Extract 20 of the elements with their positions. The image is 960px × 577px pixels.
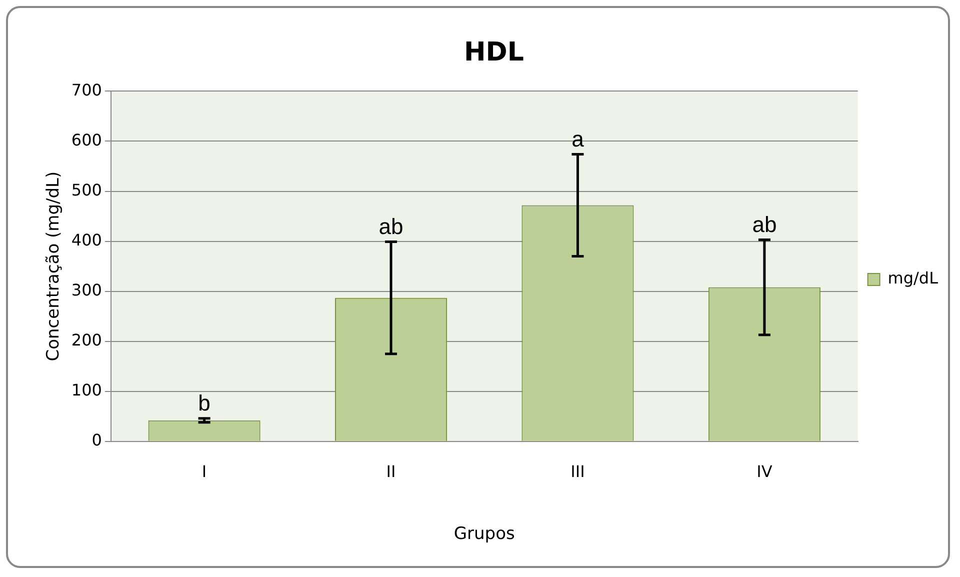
- annotation: b: [198, 390, 210, 416]
- x-tick-label: I: [202, 462, 207, 482]
- annotation: ab: [378, 214, 404, 239]
- y-tick-label: 100: [71, 380, 102, 400]
- x-tick-label: II: [386, 462, 396, 482]
- y-tick-label: 300: [71, 280, 102, 300]
- y-axis-title: Concentração (mg/dL): [44, 171, 64, 362]
- y-tick-label: 600: [71, 130, 102, 150]
- x-tick-label: III: [570, 462, 585, 482]
- legend-label: mg/dL: [888, 268, 938, 288]
- x-axis-title: Grupos: [454, 524, 515, 544]
- y-tick-label: 400: [71, 230, 102, 250]
- y-tick-label: 700: [71, 80, 102, 100]
- annotation: a: [572, 126, 585, 152]
- chart-title: HDL: [464, 37, 524, 68]
- y-tick-label: 0: [92, 430, 102, 450]
- y-tick-label: 500: [71, 180, 102, 200]
- annotation: ab: [752, 212, 777, 237]
- y-tick-label: 200: [71, 330, 102, 350]
- x-tick-label: IV: [756, 462, 772, 482]
